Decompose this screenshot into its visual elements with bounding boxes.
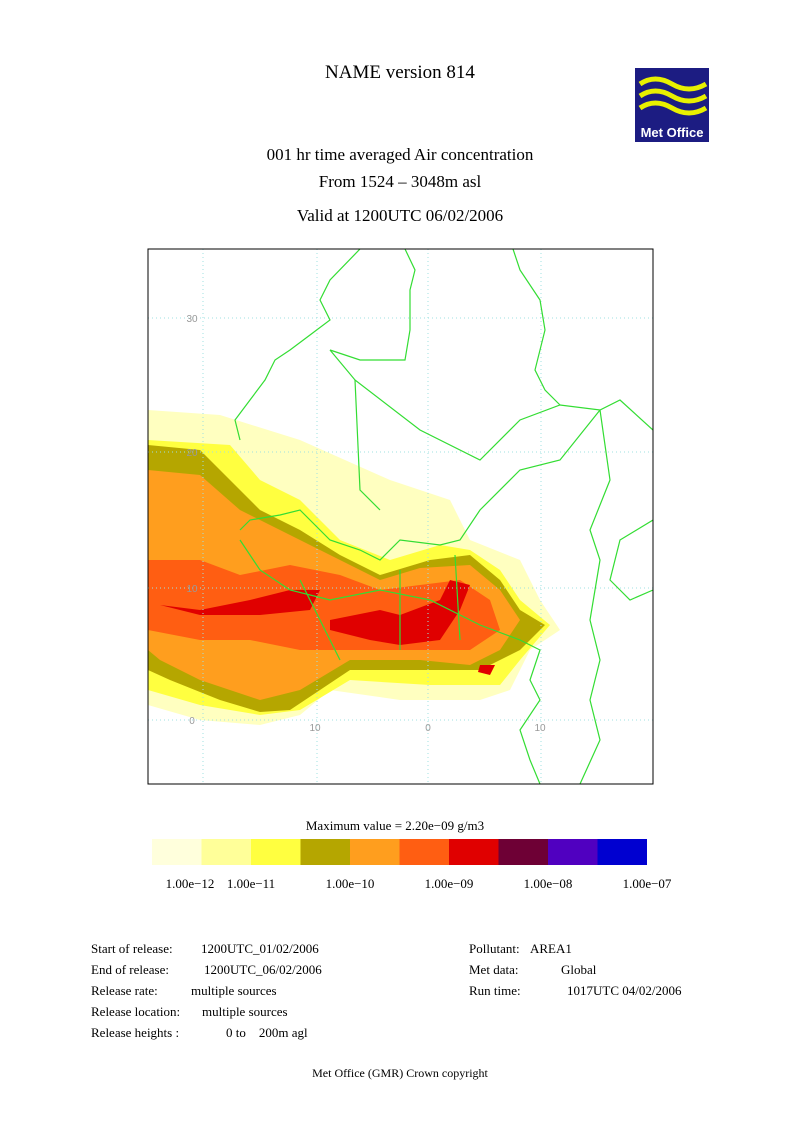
subtitle: 001 hr time averaged Air concentration — [267, 145, 534, 164]
lat-label: 30 — [186, 314, 198, 325]
release-info: Start of release: 1200UTC_01/02/2006 End o… — [91, 941, 682, 1040]
colorbar-title: Maximum value = 2.20e−09 g/m3 — [306, 818, 484, 833]
info-label: Release heights : — [91, 1025, 179, 1040]
logo-text: Met Office — [641, 125, 704, 140]
color-box — [152, 839, 202, 865]
colorbar-label: 1.00e−12 — [166, 876, 215, 891]
valid-time: Valid at 1200UTC 06/02/2006 — [297, 206, 503, 225]
color-box — [498, 839, 548, 865]
coastline — [234, 249, 361, 441]
border — [329, 349, 653, 461]
info-value: 0 to 200m agl — [226, 1025, 308, 1040]
color-box — [399, 839, 449, 865]
footer: Met Office (GMR) Crown copyright — [312, 1066, 488, 1080]
lat-label: 10 — [186, 584, 198, 595]
map-frame — [147, 248, 654, 785]
info-label: Start of release: — [91, 941, 173, 956]
border — [239, 409, 601, 561]
border — [354, 379, 381, 511]
info-label: End of release: — [91, 962, 169, 977]
plume-core — [160, 580, 495, 675]
title: NAME version 814 — [325, 62, 475, 83]
info-value: multiple sources — [202, 1004, 288, 1019]
colorbar-label: 1.00e−10 — [326, 876, 375, 891]
info-value: AREA1 — [530, 941, 572, 956]
color-box — [300, 839, 350, 865]
coastline — [512, 249, 561, 406]
info-value: 1200UTC_01/02/2006 — [201, 941, 319, 956]
subtitle: From 1524 – 3048m asl — [319, 172, 482, 191]
map-content — [148, 249, 653, 784]
info-label: Release location: — [91, 1004, 180, 1019]
logo: Met Office — [635, 68, 709, 142]
border — [579, 409, 611, 784]
info-value: Global — [561, 962, 597, 977]
lon-label: 0 — [425, 723, 431, 734]
border — [609, 519, 653, 601]
info-value: multiple sources — [191, 983, 277, 998]
colorbar: 1.00e−12 1.00e−11 1.00e−10 1.00e−09 1.00e−08… — [152, 839, 672, 891]
info-label: Pollutant: — [469, 941, 520, 956]
info-label: Met data: — [469, 962, 518, 977]
info-value: 1017UTC 04/02/2006 — [567, 983, 682, 998]
colorbar-label: 1.00e−08 — [524, 876, 573, 891]
colorbar-label: 1.00e−11 — [227, 876, 275, 891]
coastlines — [234, 249, 653, 784]
border — [329, 249, 416, 361]
color-box — [251, 839, 301, 865]
map: 30 20 10 0 10 0 10 — [147, 248, 654, 785]
color-box — [201, 839, 251, 865]
lat-label: 20 — [186, 448, 198, 459]
info-label: Run time: — [469, 983, 521, 998]
lat-label: 0 — [189, 716, 195, 727]
colorbar-label: 1.00e−09 — [425, 876, 474, 891]
info-value: 1200UTC_06/02/2006 — [204, 962, 322, 977]
color-box — [449, 839, 499, 865]
lon-label: 10 — [534, 723, 546, 734]
border — [299, 554, 461, 661]
color-box — [350, 839, 400, 865]
color-box — [548, 839, 598, 865]
lon-label: 10 — [309, 723, 321, 734]
coastline — [239, 539, 541, 784]
logo-waves — [638, 76, 708, 116]
color-box — [597, 839, 647, 865]
info-label: Release rate: — [91, 983, 158, 998]
colorbar-label: 1.00e−07 — [623, 876, 672, 891]
